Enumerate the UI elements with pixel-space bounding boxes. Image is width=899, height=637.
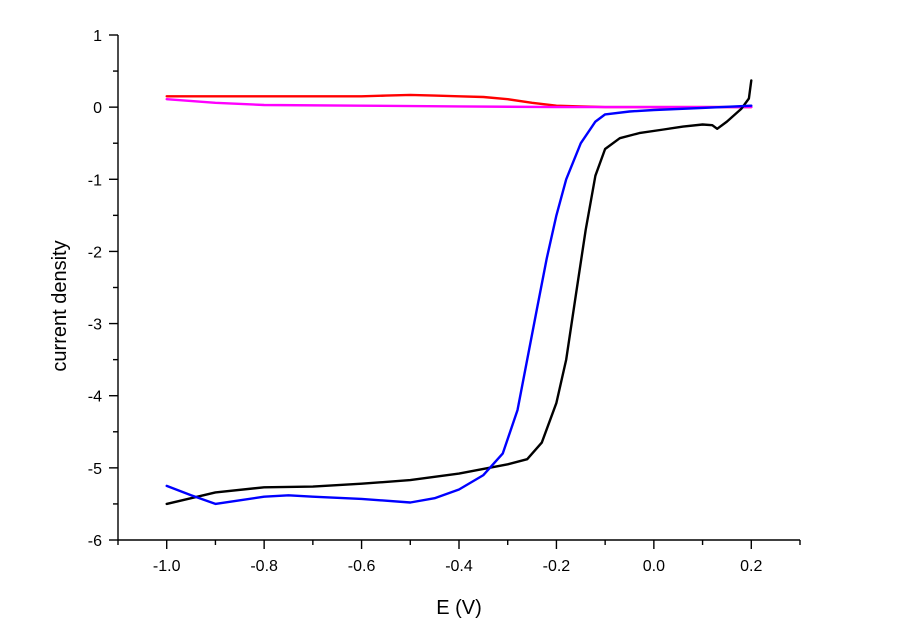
x-tick-label: -0.4	[445, 558, 473, 575]
x-tick-label: 0.0	[643, 558, 665, 575]
x-tick-label: -0.2	[543, 558, 571, 575]
y-tick-label: -4	[88, 389, 102, 406]
x-tick-label: -1.0	[153, 558, 181, 575]
y-tick-label: -3	[88, 317, 102, 334]
x-tick-label: -0.6	[348, 558, 376, 575]
x-tick-label: 0.2	[740, 558, 762, 575]
y-tick-label: -6	[88, 533, 102, 550]
axes: -1.0 -0.8 -0.6 -0.4 -0.2 0.0 0.2 1 0 -1 -2 -3 -4 -5 -6	[88, 28, 800, 575]
series-line-2	[167, 99, 752, 107]
series-layer	[167, 80, 752, 504]
y-tick-label: 1	[93, 28, 102, 45]
y-tick-label: 0	[93, 100, 102, 117]
x-tick-label: -0.8	[250, 558, 278, 575]
x-axis-title: E (V)	[436, 597, 482, 619]
y-tick-label: -2	[88, 244, 102, 261]
y-axis-title: current density	[49, 240, 71, 371]
y-tick-label: -1	[88, 172, 102, 189]
series-line-4	[167, 106, 752, 504]
series-line-3	[167, 80, 752, 504]
y-tick-label: -5	[88, 461, 102, 478]
